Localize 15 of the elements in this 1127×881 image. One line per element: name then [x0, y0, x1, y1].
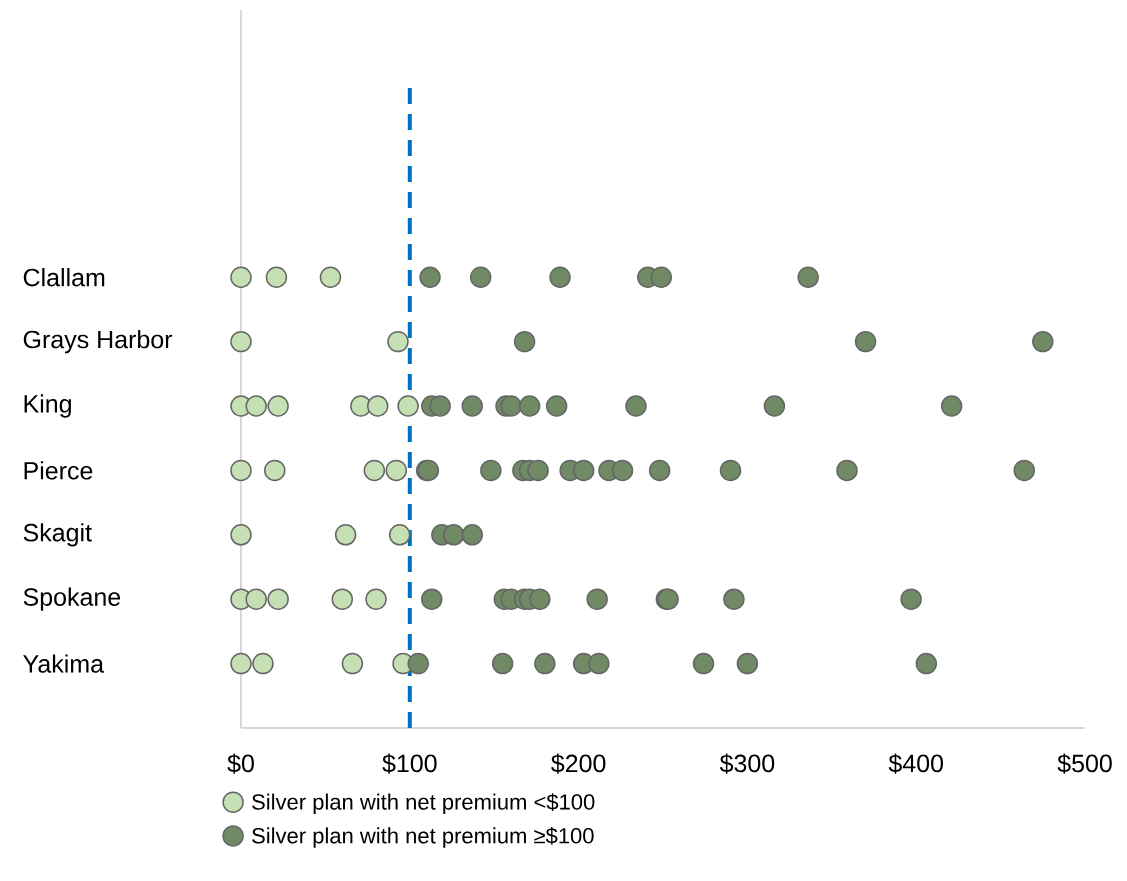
- y-tick-label: Skagit: [23, 523, 92, 547]
- x-tick-label: $400: [888, 753, 944, 774]
- x-tick-label: $500: [1057, 753, 1112, 774]
- y-tick-label: Clallam: [23, 268, 105, 287]
- x-tick-label: $300: [719, 753, 775, 774]
- legend-label: Silver plan with net premium ≥$100: [252, 827, 594, 848]
- y-tick-label: Yakima: [23, 654, 105, 673]
- y-tick-label: Grays Harbor: [23, 329, 173, 354]
- x-tick-label: $200: [551, 753, 606, 774]
- y-tick-label: King: [24, 394, 71, 418]
- legend-label: Silver plan with net premium <$100: [252, 793, 595, 815]
- y-tick-label: Spokane: [23, 587, 121, 611]
- x-tick-label: $0: [227, 753, 254, 774]
- y-tick-label: Pierce: [24, 461, 93, 480]
- x-tick-label: $100: [382, 753, 437, 774]
